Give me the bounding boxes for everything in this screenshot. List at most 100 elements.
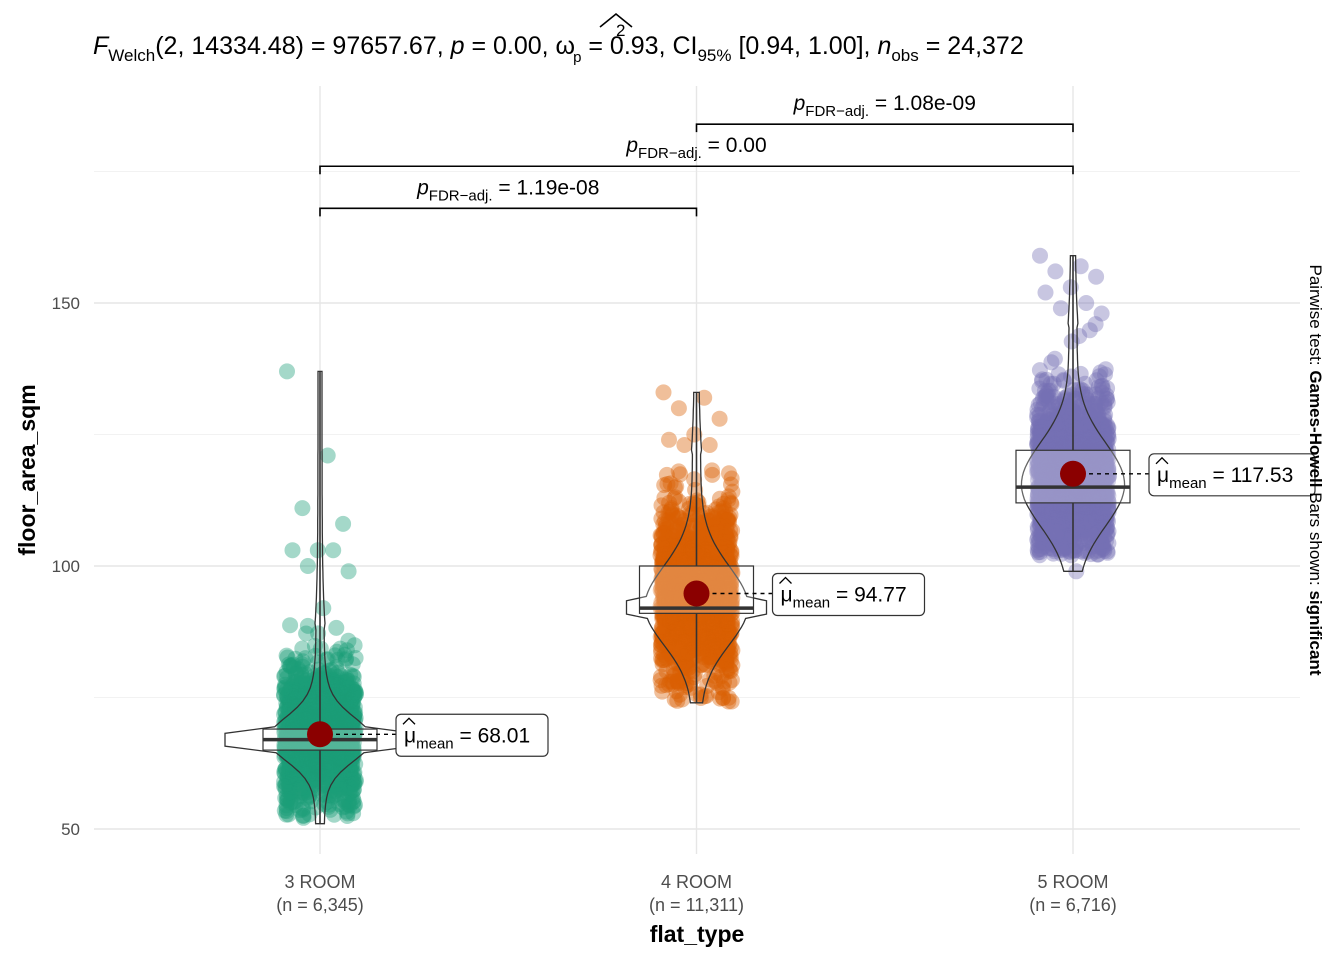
jitter-point (653, 537, 670, 553)
jitter-point (328, 740, 344, 757)
jitter-point-outlier (1078, 295, 1095, 311)
jitter-point (347, 756, 364, 773)
jitter-point (306, 755, 322, 772)
jitter-point (321, 674, 338, 691)
jitter-point (330, 740, 347, 757)
jitter-point (318, 682, 335, 699)
jitter-point (283, 729, 300, 746)
jitter-point (332, 748, 349, 765)
jitter-point (339, 683, 356, 700)
jitter-point (335, 716, 352, 733)
jitter-point (330, 779, 347, 796)
jitter-point (679, 537, 696, 554)
jitter-point (290, 718, 307, 735)
jitter-point (718, 642, 735, 659)
jitter-point (329, 758, 346, 775)
jitter-point (699, 622, 716, 639)
jitter-point (305, 753, 322, 770)
jitter-point (718, 630, 735, 647)
jitter-point (294, 653, 311, 670)
jitter-point (340, 796, 357, 813)
jitter-point (310, 698, 327, 715)
jitter-point (334, 702, 351, 719)
jitter-point (309, 769, 326, 786)
jitter-point (283, 695, 300, 712)
jitter-point (324, 710, 341, 726)
jitter-point (328, 683, 345, 700)
jitter-point (340, 680, 357, 696)
jitter-point (719, 563, 736, 580)
jitter-point (330, 676, 347, 693)
jitter-point (341, 701, 358, 718)
jitter-point (279, 792, 296, 809)
jitter-point (338, 713, 355, 730)
jitter-point (337, 695, 354, 712)
jitter-point (278, 647, 295, 664)
jitter-point (347, 704, 364, 721)
jitter-point (346, 706, 363, 723)
jitter-point (327, 757, 344, 774)
jitter-point (283, 752, 300, 769)
jitter-point (338, 696, 355, 713)
jitter-point (292, 711, 309, 728)
jitter-point (328, 659, 345, 676)
jitter-point (343, 709, 360, 726)
jitter-point (310, 764, 327, 781)
jitter-point-outlier (299, 558, 316, 574)
jitter-point (332, 750, 349, 766)
jitter-point (295, 801, 311, 818)
jitter-point (662, 673, 679, 690)
jitter-point (339, 672, 356, 689)
jitter-point (700, 615, 717, 632)
jitter-point (295, 800, 311, 817)
jitter-point (672, 613, 689, 630)
jitter-point (695, 535, 711, 552)
jitter-point (280, 710, 297, 727)
jitter-point (309, 654, 326, 671)
jitter-point (310, 625, 327, 642)
jitter-point (702, 637, 719, 654)
jitter-point (721, 674, 738, 691)
jitter-point (325, 764, 342, 781)
jitter-point (340, 632, 357, 649)
jitter-point (306, 754, 323, 771)
jitter-point (276, 746, 293, 763)
jitter-point (300, 711, 316, 728)
jitter-point (333, 754, 350, 771)
jitter-point (333, 750, 350, 767)
jitter-point (654, 567, 671, 584)
jitter-point (666, 691, 683, 708)
jitter-point (347, 684, 364, 701)
jitter-point (295, 751, 311, 768)
jitter-point (704, 466, 721, 483)
jitter-point (277, 712, 294, 729)
jitter-point (298, 782, 315, 798)
jitter-point (715, 680, 731, 697)
jitter-point (693, 627, 710, 644)
jitter-point (284, 751, 300, 768)
jitter-point (330, 749, 347, 766)
jitter-point (282, 694, 299, 711)
jitter-point (329, 675, 345, 692)
jitter-point (702, 628, 719, 645)
jitter-point (713, 573, 730, 590)
jitter-point (296, 714, 313, 731)
jitter-point (1094, 384, 1111, 401)
jitter-point (338, 741, 354, 758)
comparison-bracket (695, 123, 1074, 133)
jitter-point (296, 756, 313, 772)
jitter-point (347, 684, 364, 700)
jitter-point (345, 782, 362, 799)
jitter-point (287, 702, 304, 719)
jitter-point (292, 784, 309, 801)
jitter-point (310, 748, 327, 765)
jitter-point (309, 703, 326, 720)
y-tick-label: 50 (61, 820, 80, 839)
jitter-point (341, 793, 357, 810)
jitter-point (343, 692, 360, 708)
jitter-point (282, 693, 299, 710)
jitter-point (655, 579, 672, 596)
jitter-point (323, 678, 340, 695)
jitter-point (679, 636, 696, 653)
jitter-point (277, 778, 294, 795)
